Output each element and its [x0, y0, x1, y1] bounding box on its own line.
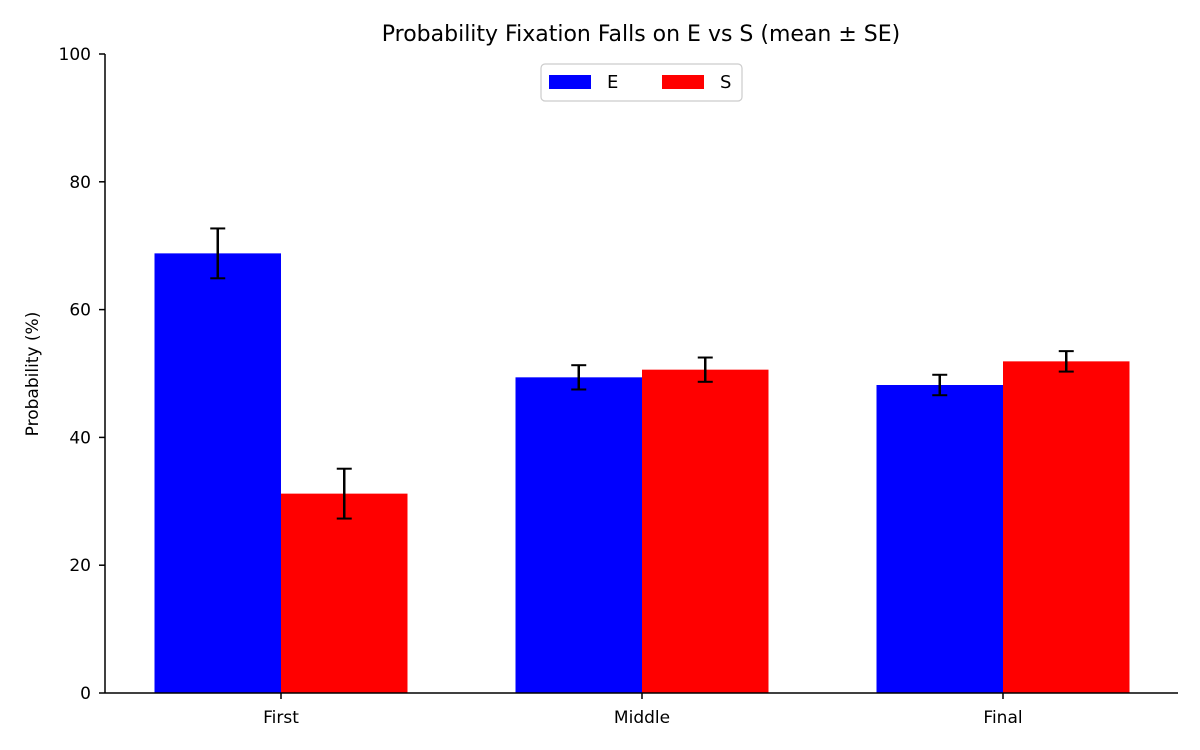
bar-S-final: [1003, 361, 1130, 693]
y-tick-label: 100: [59, 45, 91, 65]
bar-E-first: [154, 253, 281, 694]
error-bar-S-middle: [697, 356, 713, 383]
y-tick-label: 60: [69, 301, 91, 321]
x-tick-label: Middle: [614, 708, 670, 728]
bar-S-middle: [642, 369, 769, 693]
error-bar-S-first: [336, 467, 352, 520]
error-bar-E-final: [932, 373, 948, 397]
chart-title: Probability Fixation Falls on E vs S (me…: [382, 22, 900, 47]
legend-label: E: [607, 72, 618, 93]
x-axis: First Middle Final: [105, 692, 1178, 728]
x-tick-label: Final: [983, 708, 1022, 728]
error-bar-E-middle: [571, 364, 587, 391]
bar-S-first: [281, 493, 408, 693]
y-tick-label: 80: [69, 173, 91, 193]
legend-item-S: S: [662, 72, 731, 93]
legend-frame: [540, 63, 743, 102]
legend-label: S: [720, 72, 731, 93]
y-tick-label: 0: [80, 684, 91, 704]
error-bar-E-first: [210, 227, 226, 280]
error-bar-S-final: [1058, 350, 1074, 373]
x-tick-label: First: [263, 708, 299, 728]
y-tick-label: 20: [69, 556, 91, 576]
y-axis-label: Probability (%): [23, 312, 43, 437]
legend-swatch: [549, 75, 591, 89]
plot-area: [154, 227, 1130, 694]
legend-item-E: E: [549, 72, 618, 93]
y-tick-label: 40: [69, 428, 91, 448]
legend-swatch: [662, 75, 704, 89]
bar-E-middle: [515, 377, 642, 693]
y-axis: 0 20 40 60 80 100: [59, 45, 106, 704]
bar-E-final: [876, 385, 1003, 693]
